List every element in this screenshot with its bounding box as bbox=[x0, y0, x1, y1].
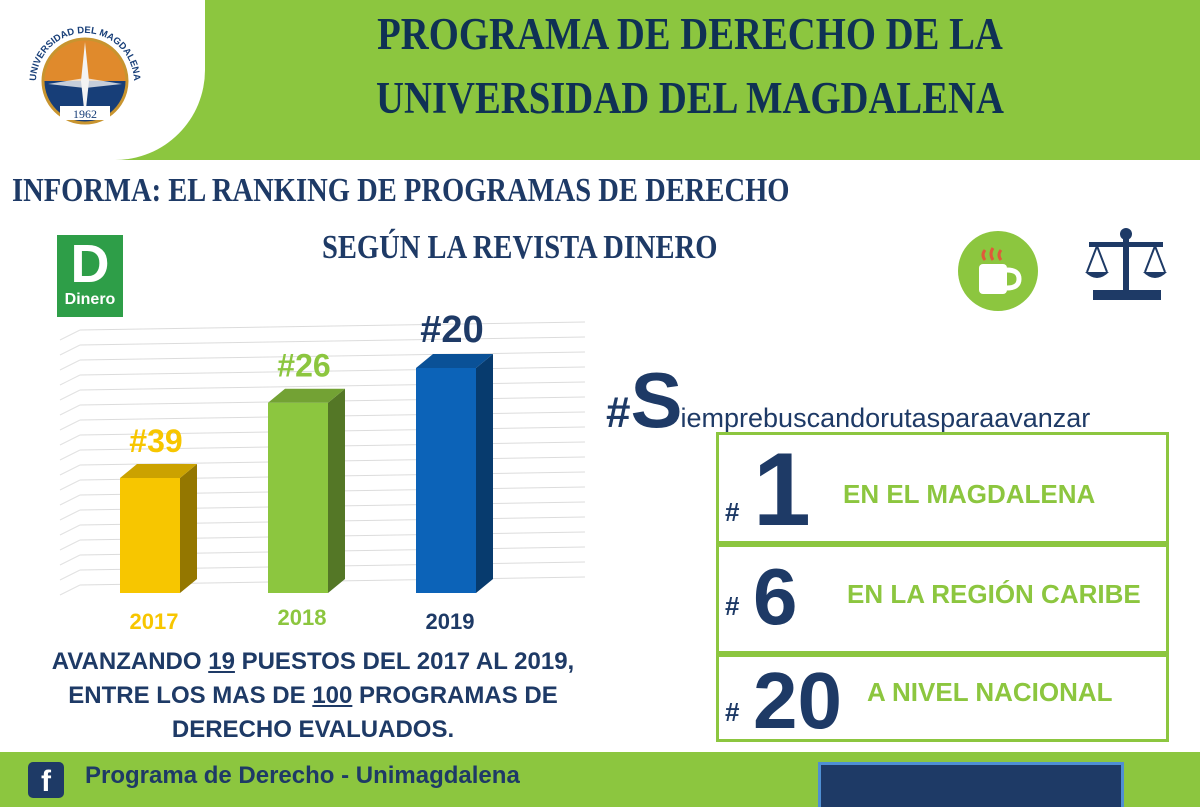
data-label-2017: #39 bbox=[129, 423, 182, 459]
university-logo: 1962 UNIVERSIDAD DEL MAGDALENA bbox=[27, 23, 143, 139]
ranking-hash: # bbox=[725, 697, 740, 727]
bar-2018 bbox=[268, 402, 328, 593]
hashtag-initial: S bbox=[630, 356, 682, 444]
advance-line3: DERECHO EVALUADOS. bbox=[171, 716, 455, 743]
advance-text: AVANZANDO bbox=[51, 648, 209, 675]
ranking-label: EN EL MAGDALENA bbox=[843, 479, 1096, 509]
facebook-icon[interactable]: f bbox=[28, 762, 64, 798]
footer-bar: f Programa de Derecho - Unimagdalena bbox=[0, 752, 1200, 807]
dinero-logo-word: Dinero bbox=[64, 291, 116, 308]
advance-statement: AVANZANDO 19 PUESTOS DEL 2017 AL 2019, E… bbox=[8, 645, 618, 747]
advance-positions: 19 bbox=[208, 648, 235, 675]
hashtag-slogan: #Siemprebuscandorutasparaavanzar bbox=[606, 355, 1090, 446]
advance-text: ENTRE LOS MAS DE bbox=[68, 682, 313, 709]
bar-top-2019 bbox=[416, 354, 493, 368]
advance-programs-count: 100 bbox=[312, 682, 353, 709]
bar-top-2018 bbox=[268, 388, 345, 403]
bar-side-2018 bbox=[328, 388, 345, 593]
advance-line1: AVANZANDO 19 PUESTOS DEL 2017 AL 2019, bbox=[8, 645, 618, 679]
hashtag-prefix: # bbox=[606, 388, 631, 437]
ranking-number: 6 bbox=[753, 552, 798, 641]
bar-2019 bbox=[416, 368, 476, 593]
ranking-label: A NIVEL NACIONAL bbox=[867, 677, 1113, 707]
bar-side-2019 bbox=[476, 354, 493, 593]
page-title-line2: UNIVERSIDAD DEL MAGDALENA bbox=[376, 73, 1004, 123]
ranking-hash: # bbox=[725, 591, 740, 621]
hashtag-rest: iemprebuscandorutasparaavanzar bbox=[680, 403, 1091, 433]
coffee-cup-icon bbox=[958, 231, 1038, 311]
ranking-hash: # bbox=[725, 497, 740, 527]
data-label-2019: #20 bbox=[420, 309, 483, 351]
header-banner: 1962 UNIVERSIDAD DEL MAGDALENA PROGRAMA … bbox=[0, 0, 1200, 160]
ranking-card-caribe: # 6 EN LA REGIÓN CARIBE bbox=[716, 544, 1169, 654]
svg-text:1962: 1962 bbox=[73, 107, 97, 121]
x-tick-2018: 2018 bbox=[278, 605, 327, 630]
subtitle-line1: INFORMA: EL RANKING DE PROGRAMAS DE DERE… bbox=[12, 172, 790, 209]
logo-container: 1962 UNIVERSIDAD DEL MAGDALENA bbox=[0, 0, 205, 160]
bar-side-2017 bbox=[180, 464, 197, 593]
bar-2017 bbox=[120, 478, 180, 593]
ranking-label: EN LA REGIÓN CARIBE bbox=[847, 579, 1141, 609]
page-title-line1: PROGRAMA DE DERECHO DE LA bbox=[377, 9, 1003, 59]
footer-decoration bbox=[818, 762, 1124, 807]
scales-of-justice-icon bbox=[1085, 228, 1167, 300]
advance-text: PUESTOS DEL 2017 AL 2019, bbox=[234, 648, 575, 675]
ranking-card-national: # 20 A NIVEL NACIONAL bbox=[716, 654, 1169, 745]
ranking-bar-chart: #39 2017 #26 2018 #20 2019 bbox=[59, 309, 586, 634]
dinero-logo: D Dinero bbox=[57, 234, 123, 317]
dinero-logo-letter: D bbox=[70, 234, 110, 294]
ranking-card-regional: # 1 EN EL MAGDALENA bbox=[716, 432, 1169, 548]
bar-top-2017 bbox=[120, 464, 197, 478]
ranking-number: 1 bbox=[753, 432, 811, 548]
x-tick-2017: 2017 bbox=[130, 609, 179, 634]
facebook-page-link[interactable]: Programa de Derecho - Unimagdalena bbox=[85, 762, 520, 789]
ranking-number: 20 bbox=[753, 656, 842, 745]
advance-text: PROGRAMAS DE bbox=[352, 682, 558, 709]
subtitle-line2: SEGÚN LA REVISTA DINERO bbox=[322, 229, 718, 266]
x-tick-2019: 2019 bbox=[426, 609, 475, 634]
advance-line2: ENTRE LOS MAS DE 100 PROGRAMAS DE bbox=[8, 679, 618, 713]
data-label-2018: #26 bbox=[277, 348, 330, 384]
